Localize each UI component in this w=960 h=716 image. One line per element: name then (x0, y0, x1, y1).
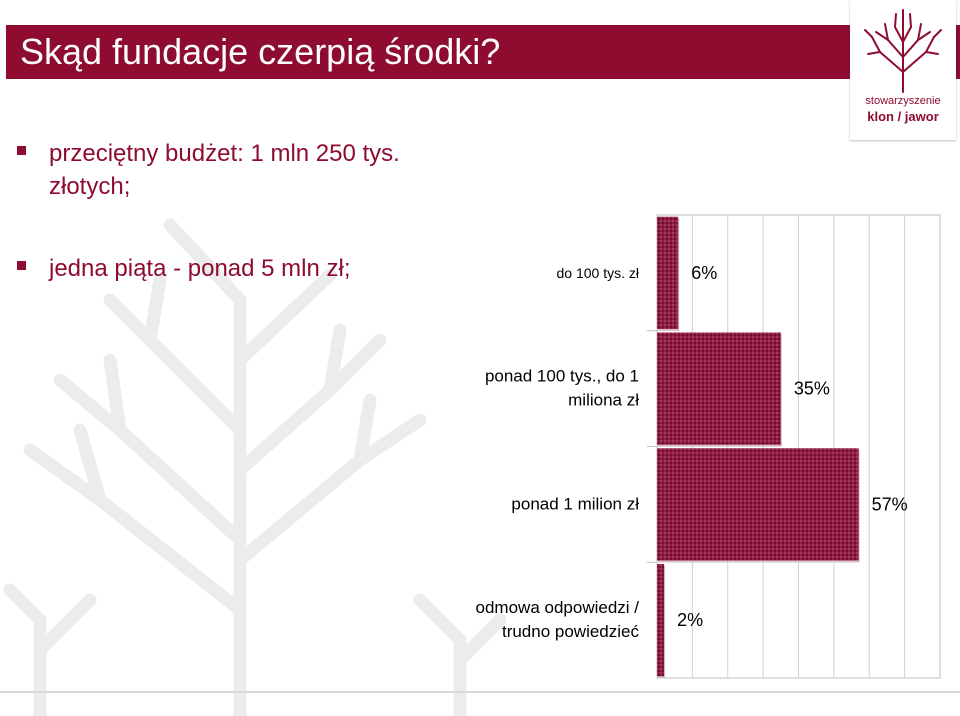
data-label: 2% (677, 610, 703, 630)
bullet-item: przeciętny budżet: 1 mln 250 tys. złotyc… (17, 137, 469, 203)
bar (657, 563, 665, 677)
bar (657, 332, 781, 445)
bar (657, 216, 679, 330)
bar (657, 448, 859, 561)
plot-area: 6% do 100 tys. zł 35% ponad 100 tys., do 1 m… (476, 214, 941, 679)
bullet-square-icon (17, 261, 26, 270)
bullet-square-icon (17, 146, 26, 155)
logo-name-line1: stowarzyszenie (865, 95, 941, 107)
data-label: 35% (794, 379, 830, 399)
tree-logo-icon (864, 9, 942, 93)
logo-name-line2: klon / jawor (867, 109, 939, 124)
data-label: 57% (872, 494, 908, 514)
category-label: miliona zł (568, 391, 639, 410)
category-label: odmowa odpowiedzi / (476, 598, 640, 617)
logo: stowarzyszenie klon / jawor (850, 0, 956, 140)
category-label: ponad 100 tys., do 1 (485, 367, 639, 386)
title-bar: Skąd fundacje czerpią środki? (6, 25, 960, 79)
category-label: ponad 1 milion zł (511, 494, 639, 513)
category-label: trudno powiedzieć (502, 622, 640, 641)
bullet-text: jedna piąta - ponad 5 mln zł; (49, 255, 351, 282)
category-label: do 100 tys. zł (557, 265, 640, 281)
slide-title: Skąd fundacje czerpią środki? (20, 31, 501, 72)
bullet-item: jedna piąta - ponad 5 mln zł; (17, 252, 469, 285)
bullet-text: przeciętny budżet: 1 mln 250 tys. złotyc… (49, 140, 400, 200)
data-label: 6% (691, 263, 717, 283)
